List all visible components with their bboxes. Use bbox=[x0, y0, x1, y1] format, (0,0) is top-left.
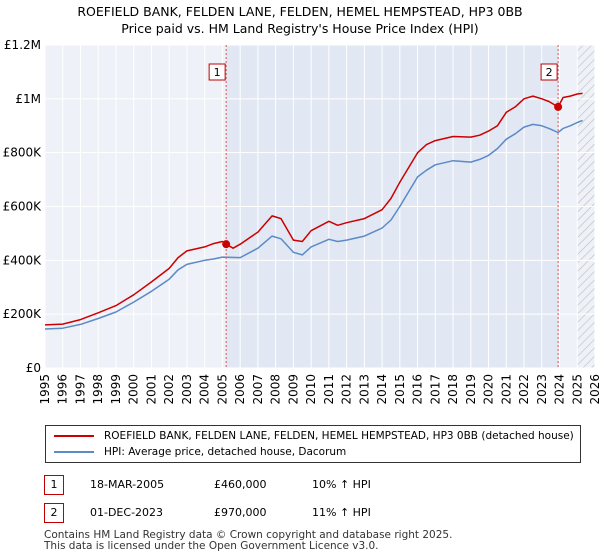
legend-item-hpi: HPI: Average price, detached house, Daco… bbox=[54, 444, 346, 460]
y-tick-label: £0 bbox=[26, 361, 41, 375]
property-price-line bbox=[44, 92, 583, 326]
x-tick-label: 2021 bbox=[499, 374, 513, 405]
x-tick-label: 2010 bbox=[304, 374, 318, 405]
x-tick-label: 2013 bbox=[357, 374, 371, 405]
x-tick-label: 2018 bbox=[446, 374, 460, 405]
y-tick-label: £400K bbox=[3, 253, 43, 267]
x-tick-label: 2006 bbox=[233, 374, 247, 405]
chart-subtitle: Price paid vs. HM Land Registry's House … bbox=[121, 21, 479, 36]
x-tick-label: 2017 bbox=[428, 374, 442, 405]
y-tick-label: £800K bbox=[3, 146, 43, 160]
x-tick-label: 2024 bbox=[553, 374, 567, 405]
legend-swatch-hpi bbox=[54, 451, 94, 453]
x-tick-label: 2008 bbox=[269, 374, 283, 405]
x-tick-label: 2009 bbox=[286, 374, 300, 405]
x-tick-label: 2007 bbox=[251, 374, 265, 405]
x-tick-label: 2011 bbox=[322, 374, 336, 405]
x-tick-label: 2015 bbox=[393, 374, 407, 405]
sale-label-text: 2 bbox=[546, 66, 553, 79]
hpi-line bbox=[44, 119, 583, 330]
transaction-date: 18-MAR-2005 bbox=[90, 478, 165, 491]
x-tick-label: 2012 bbox=[340, 374, 354, 405]
legend-label-property: ROEFIELD BANK, FELDEN LANE, FELDEN, HEME… bbox=[104, 430, 574, 442]
x-tick-label: 2025 bbox=[570, 374, 584, 405]
x-tick-label: 2000 bbox=[127, 374, 141, 405]
sale-point bbox=[222, 240, 231, 249]
x-tick-label: 2019 bbox=[464, 374, 478, 405]
x-tick-label: 2026 bbox=[588, 374, 600, 405]
x-tick-label: 1996 bbox=[56, 374, 70, 405]
sale-point bbox=[554, 102, 563, 111]
chart-title: ROEFIELD BANK, FELDEN LANE, FELDEN, HEME… bbox=[77, 4, 523, 19]
transaction-marker: 2 bbox=[44, 503, 64, 523]
x-tick-label: 2002 bbox=[162, 374, 176, 405]
transaction-price: £970,000 bbox=[214, 506, 267, 519]
transaction-date: 01-DEC-2023 bbox=[90, 506, 164, 519]
legend: ROEFIELD BANK, FELDEN LANE, FELDEN, HEME… bbox=[45, 425, 581, 463]
transaction-hpi: 10% ↑ HPI bbox=[312, 478, 371, 491]
y-tick-label: £1M bbox=[15, 92, 41, 106]
x-tick-label: 2022 bbox=[517, 374, 531, 405]
sale-label-text: 1 bbox=[214, 66, 221, 79]
transaction-price: £460,000 bbox=[214, 478, 267, 491]
x-tick-label: 1995 bbox=[38, 374, 52, 405]
footer-copyright: Contains HM Land Registry data © Crown c… bbox=[44, 529, 453, 541]
x-tick-label: 2014 bbox=[375, 374, 389, 405]
x-tick-label: 2005 bbox=[215, 374, 229, 405]
x-tick-label: 1999 bbox=[109, 374, 123, 405]
x-tick-label: 2001 bbox=[144, 374, 158, 405]
transaction-marker: 1 bbox=[44, 475, 64, 495]
x-tick-label: 2020 bbox=[482, 374, 496, 405]
price-chart: 1 2 £0 £200K £400K £600K £800K £1M £1.2M 1995 1996… bbox=[3, 38, 600, 405]
y-tick-label: £1.2M bbox=[4, 38, 41, 52]
x-tick-label: 2016 bbox=[411, 374, 425, 405]
transaction-hpi: 11% ↑ HPI bbox=[312, 506, 371, 519]
sale-label-box bbox=[208, 63, 226, 81]
legend-item-property: ROEFIELD BANK, FELDEN LANE, FELDEN, HEME… bbox=[54, 428, 574, 444]
sale-label-box bbox=[540, 63, 558, 81]
legend-swatch-property bbox=[54, 435, 94, 437]
legend-label-hpi: HPI: Average price, detached house, Daco… bbox=[104, 446, 347, 458]
x-tick-label: 1997 bbox=[73, 374, 87, 405]
y-tick-label: £600K bbox=[3, 200, 43, 214]
x-tick-label: 1998 bbox=[91, 374, 105, 405]
x-tick-label: 2023 bbox=[535, 374, 549, 405]
x-tick-label: 2003 bbox=[180, 374, 194, 405]
x-tick-label: 2004 bbox=[198, 374, 212, 405]
footer: Contains HM Land Registry data © Crown c… bbox=[44, 530, 452, 552]
y-tick-label: £200K bbox=[3, 307, 43, 321]
footer-licence: This data is licensed under the Open Gov… bbox=[44, 540, 379, 552]
